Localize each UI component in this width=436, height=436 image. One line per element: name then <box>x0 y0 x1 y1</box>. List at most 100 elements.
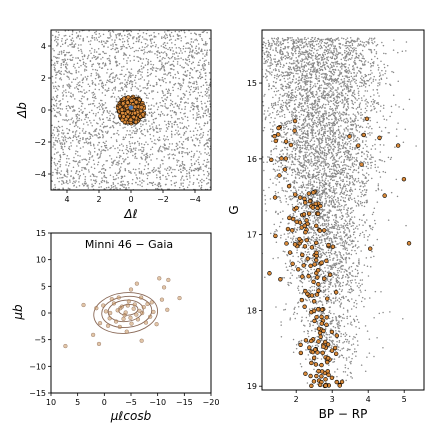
field-star-point <box>274 190 277 193</box>
field-star-point <box>188 175 191 177</box>
field-star-point <box>333 235 335 238</box>
field-star-point <box>91 47 93 50</box>
field-star-point <box>77 154 79 157</box>
field-star-point <box>75 69 77 72</box>
field-star-point <box>154 53 156 55</box>
field-star-point <box>82 63 85 66</box>
field-star-point <box>89 175 92 177</box>
field-star-point <box>59 113 61 115</box>
field-star-point <box>298 118 301 121</box>
field-star-point <box>191 76 193 78</box>
field-star-point <box>275 228 277 231</box>
field-star-point <box>109 75 111 77</box>
field-star-point <box>101 67 104 69</box>
field-star-point <box>310 139 313 141</box>
field-star-point <box>272 39 274 42</box>
field-star-point <box>78 49 80 52</box>
field-star-point <box>148 181 151 184</box>
field-star-point <box>102 135 105 137</box>
field-star-point <box>208 63 210 65</box>
field-star-point <box>312 227 315 229</box>
field-star-point <box>57 120 60 123</box>
field-star-point <box>192 169 195 172</box>
field-star-point <box>93 130 95 133</box>
field-star-point <box>344 225 347 227</box>
field-star-point <box>87 75 89 78</box>
field-star-point <box>117 161 119 164</box>
field-star-point <box>122 145 125 147</box>
field-star-point <box>278 225 281 228</box>
field-star-point <box>378 79 381 81</box>
field-star-point <box>296 146 299 148</box>
field-star-point <box>102 131 104 133</box>
field-star-point <box>152 168 155 171</box>
field-star-point <box>189 166 192 169</box>
field-star-point <box>170 184 173 186</box>
field-star-point <box>172 153 175 156</box>
field-star-point <box>285 123 288 126</box>
field-star-point <box>172 50 175 52</box>
field-star-point <box>183 31 186 34</box>
field-star-point <box>93 179 95 182</box>
field-star-point <box>75 113 77 116</box>
field-star-point <box>109 32 111 34</box>
field-star-point <box>127 150 130 153</box>
field-star-point <box>305 349 307 351</box>
field-star-point <box>164 63 167 65</box>
field-star-point <box>104 102 107 104</box>
field-star-point <box>292 148 295 150</box>
field-star-point <box>78 114 80 116</box>
field-star-point <box>168 157 170 160</box>
field-star-point <box>203 69 205 71</box>
field-star-point <box>295 347 298 350</box>
field-star-point <box>57 134 59 137</box>
field-star-point <box>185 130 187 133</box>
field-star-point <box>152 98 154 100</box>
field-star-point <box>190 38 193 40</box>
field-star-point <box>63 173 66 176</box>
field-star-point <box>165 99 168 101</box>
field-star-point <box>88 89 91 92</box>
field-star-point <box>58 57 60 59</box>
field-star-point <box>54 148 56 150</box>
field-star-point <box>350 282 353 284</box>
field-star-point <box>116 47 118 50</box>
field-star-point <box>184 58 187 60</box>
field-star-point <box>180 40 182 42</box>
field-star-point <box>271 63 274 65</box>
proper-motion-point <box>149 300 154 305</box>
field-star-point <box>112 92 115 94</box>
field-star-point <box>129 74 131 76</box>
field-star-point <box>63 132 65 134</box>
field-star-point <box>146 177 149 180</box>
proper-motion-point <box>141 305 146 310</box>
field-star-point <box>151 123 153 125</box>
field-star-point <box>89 137 92 139</box>
field-star-point <box>84 167 87 169</box>
field-star-point <box>142 67 145 69</box>
field-star-point <box>364 298 366 300</box>
field-star-point <box>69 188 71 190</box>
field-star-point <box>331 179 334 182</box>
field-star-point <box>197 116 200 119</box>
field-star-point <box>198 134 201 136</box>
field-star-point <box>333 168 335 170</box>
field-star-point <box>162 80 165 83</box>
field-star-point <box>118 32 120 35</box>
field-star-point <box>65 70 67 73</box>
field-star-point <box>349 128 352 130</box>
field-star-point <box>353 78 356 81</box>
field-star-point <box>113 106 116 109</box>
field-star-point <box>374 138 377 141</box>
field-star-point <box>150 115 153 117</box>
field-star-point <box>52 48 54 50</box>
field-star-point <box>156 56 159 59</box>
field-star-point <box>280 141 283 143</box>
field-star-point <box>110 48 112 51</box>
field-star-point <box>71 72 73 75</box>
field-star-point <box>79 155 81 157</box>
field-star-point <box>115 100 118 103</box>
field-star-point <box>285 132 288 135</box>
field-star-point <box>341 244 344 247</box>
field-star-point <box>280 335 283 338</box>
